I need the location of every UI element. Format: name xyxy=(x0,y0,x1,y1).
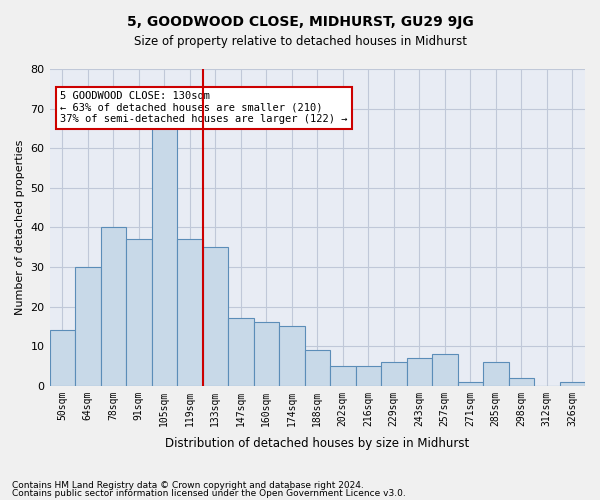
Bar xyxy=(254,322,279,386)
Bar xyxy=(483,362,509,386)
Bar xyxy=(279,326,305,386)
Text: 5, GOODWOOD CLOSE, MIDHURST, GU29 9JG: 5, GOODWOOD CLOSE, MIDHURST, GU29 9JG xyxy=(127,15,473,29)
Bar xyxy=(381,362,407,386)
Bar xyxy=(509,378,534,386)
Bar xyxy=(177,240,203,386)
Bar xyxy=(75,267,101,386)
Bar xyxy=(305,350,330,386)
Text: Contains HM Land Registry data © Crown copyright and database right 2024.: Contains HM Land Registry data © Crown c… xyxy=(12,481,364,490)
Bar xyxy=(101,228,126,386)
Text: Contains public sector information licensed under the Open Government Licence v3: Contains public sector information licen… xyxy=(12,488,406,498)
Text: 5 GOODWOOD CLOSE: 130sqm
← 63% of detached houses are smaller (210)
37% of semi-: 5 GOODWOOD CLOSE: 130sqm ← 63% of detach… xyxy=(60,91,348,124)
Bar xyxy=(356,366,381,386)
X-axis label: Distribution of detached houses by size in Midhurst: Distribution of detached houses by size … xyxy=(165,437,469,450)
Bar xyxy=(50,330,75,386)
Bar xyxy=(560,382,585,386)
Bar xyxy=(126,240,152,386)
Bar xyxy=(330,366,356,386)
Bar xyxy=(407,358,432,386)
Bar xyxy=(203,247,228,386)
Bar xyxy=(152,128,177,386)
Bar xyxy=(458,382,483,386)
Y-axis label: Number of detached properties: Number of detached properties xyxy=(15,140,25,315)
Text: Size of property relative to detached houses in Midhurst: Size of property relative to detached ho… xyxy=(133,35,467,48)
Bar xyxy=(228,318,254,386)
Bar xyxy=(432,354,458,386)
